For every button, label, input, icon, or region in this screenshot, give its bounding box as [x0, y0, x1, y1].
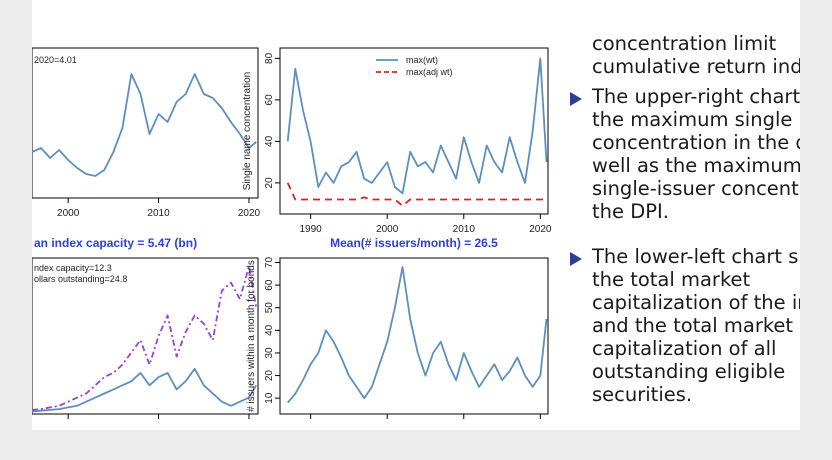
y-axis-label: # issuers within a month for bonds — [246, 260, 257, 412]
y-tick-label: 60 — [264, 94, 275, 106]
plot-frame-lower-left — [32, 257, 259, 415]
bullet-line: capitalization of the in — [592, 291, 800, 314]
legend-label: max(adj wt) — [406, 67, 453, 77]
series-line-0 — [286, 57, 548, 195]
series-line-0 — [32, 73, 257, 177]
series-line-0 — [287, 266, 548, 404]
annotation-label: ollars outstanding=24.8 — [34, 274, 127, 284]
y-axis-label: Single name concentration — [242, 72, 253, 190]
bullet-line: securities. — [592, 383, 693, 406]
series-line-1 — [286, 182, 547, 207]
bullet-line: single-issuer concentra — [592, 177, 800, 200]
x-tick-label: 2010 — [453, 224, 476, 235]
y-tick-label: 20 — [264, 177, 275, 189]
x-tick-label: 1990 — [300, 224, 323, 235]
bullet-text-column: concentration limit cumulative return in… — [560, 0, 800, 430]
x-tick-label: 2000 — [376, 224, 399, 235]
y-tick-label: 40 — [264, 135, 275, 147]
plot-frame-upper-right — [279, 47, 549, 215]
bullet-line: capitalization of all — [592, 337, 777, 360]
bullet-line: well as the maximum — [592, 154, 800, 177]
bullet-marker-icon — [570, 92, 582, 106]
annotation-label: 2020=4.01 — [34, 55, 77, 65]
bullet-marker-icon — [570, 252, 582, 266]
bullet-line: outstanding eligible — [592, 360, 786, 383]
slide: 2020=4.01 2000 2010 2020 1990 2000 2010 2020 20 4… — [32, 0, 800, 430]
plot-frame-lower-right — [279, 257, 549, 415]
series-line-1 — [32, 265, 258, 411]
chart-title: an index capacity = 5.47 (bn) — [34, 236, 197, 250]
bullet-line: the total market — [592, 268, 751, 291]
y-tick-label: 20 — [264, 370, 275, 382]
y-tick-label: 30 — [264, 347, 275, 359]
plot-frame-upper-left — [32, 47, 259, 199]
annotation-label: ndex capacity=12.3 — [34, 263, 112, 273]
bullet-line: The lower-left chart sh — [592, 245, 800, 268]
x-tick-label: 2010 — [147, 208, 170, 219]
x-tick-label: 2000 — [57, 208, 80, 219]
bullet-top-line: cumulative return inde — [592, 55, 800, 78]
y-tick-label: 60 — [264, 279, 275, 291]
bullet-line: The upper-right chart — [592, 85, 800, 108]
bullet-top-line: concentration limit — [592, 32, 777, 55]
bullet-line: and the total market — [592, 314, 794, 337]
y-tick-label: 80 — [264, 52, 275, 64]
x-tick-label: 2020 — [238, 208, 261, 219]
y-tick-label: 50 — [264, 302, 275, 314]
series-line-0 — [32, 367, 257, 413]
bullet-line: concentration in the d — [592, 131, 800, 154]
bullet-line: the DPI. — [592, 200, 669, 223]
bullet-line: the maximum single is — [592, 108, 800, 131]
y-tick-label: 70 — [264, 257, 275, 269]
y-tick-label: 40 — [264, 324, 275, 336]
x-tick-label: 2020 — [529, 224, 552, 235]
legend-label: max(wt) — [406, 55, 438, 65]
chart-title: Mean(# issuers/month) = 26.5 — [330, 236, 498, 250]
y-tick-label: 10 — [264, 392, 275, 404]
